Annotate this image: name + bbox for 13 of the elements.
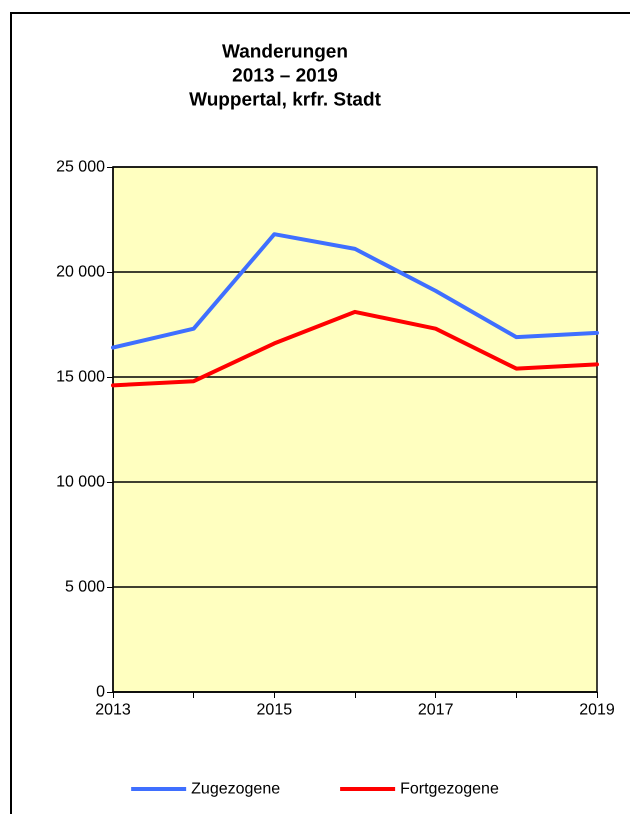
x-tick-label: 2019 — [579, 702, 615, 718]
x-tick-label: 2013 — [95, 702, 131, 718]
y-tick-label: 10 000 — [56, 474, 106, 490]
chart-title: Wanderungen 2013 – 2019 Wuppertal, krfr. Stadt — [189, 42, 382, 110]
legend-label: Fortgezogene — [400, 780, 499, 798]
y-tick-label: 15 000 — [56, 368, 106, 386]
x-tick-label: 2017 — [418, 702, 454, 718]
x-tick-label: 2015 — [256, 702, 292, 718]
legend-label: Zugezogene — [191, 780, 280, 798]
y-tick-label: 0 — [96, 684, 106, 700]
y-tick-label: 25 000 — [56, 158, 106, 176]
y-tick-label: 20 000 — [56, 264, 106, 280]
y-tick-label: 5 000 — [64, 578, 106, 596]
